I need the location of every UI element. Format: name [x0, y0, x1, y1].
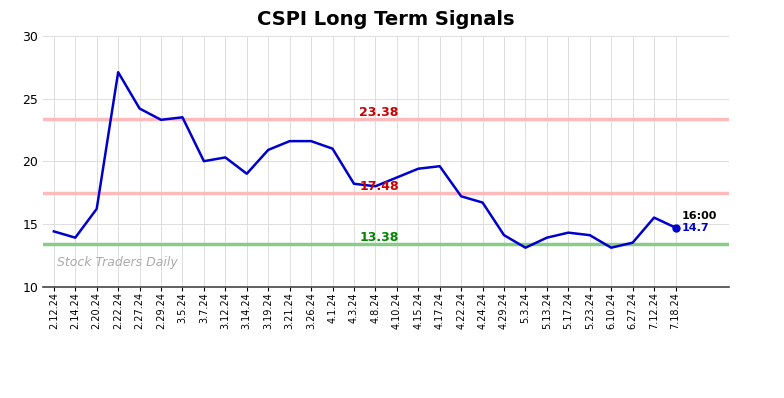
Title: CSPI Long Term Signals: CSPI Long Term Signals [257, 10, 515, 29]
Text: 14.7: 14.7 [682, 223, 710, 233]
Text: 13.38: 13.38 [359, 231, 399, 244]
Text: Stock Traders Daily: Stock Traders Daily [56, 256, 178, 269]
Text: 17.48: 17.48 [359, 179, 399, 193]
Text: 23.38: 23.38 [359, 106, 399, 119]
Text: 16:00: 16:00 [682, 211, 717, 221]
